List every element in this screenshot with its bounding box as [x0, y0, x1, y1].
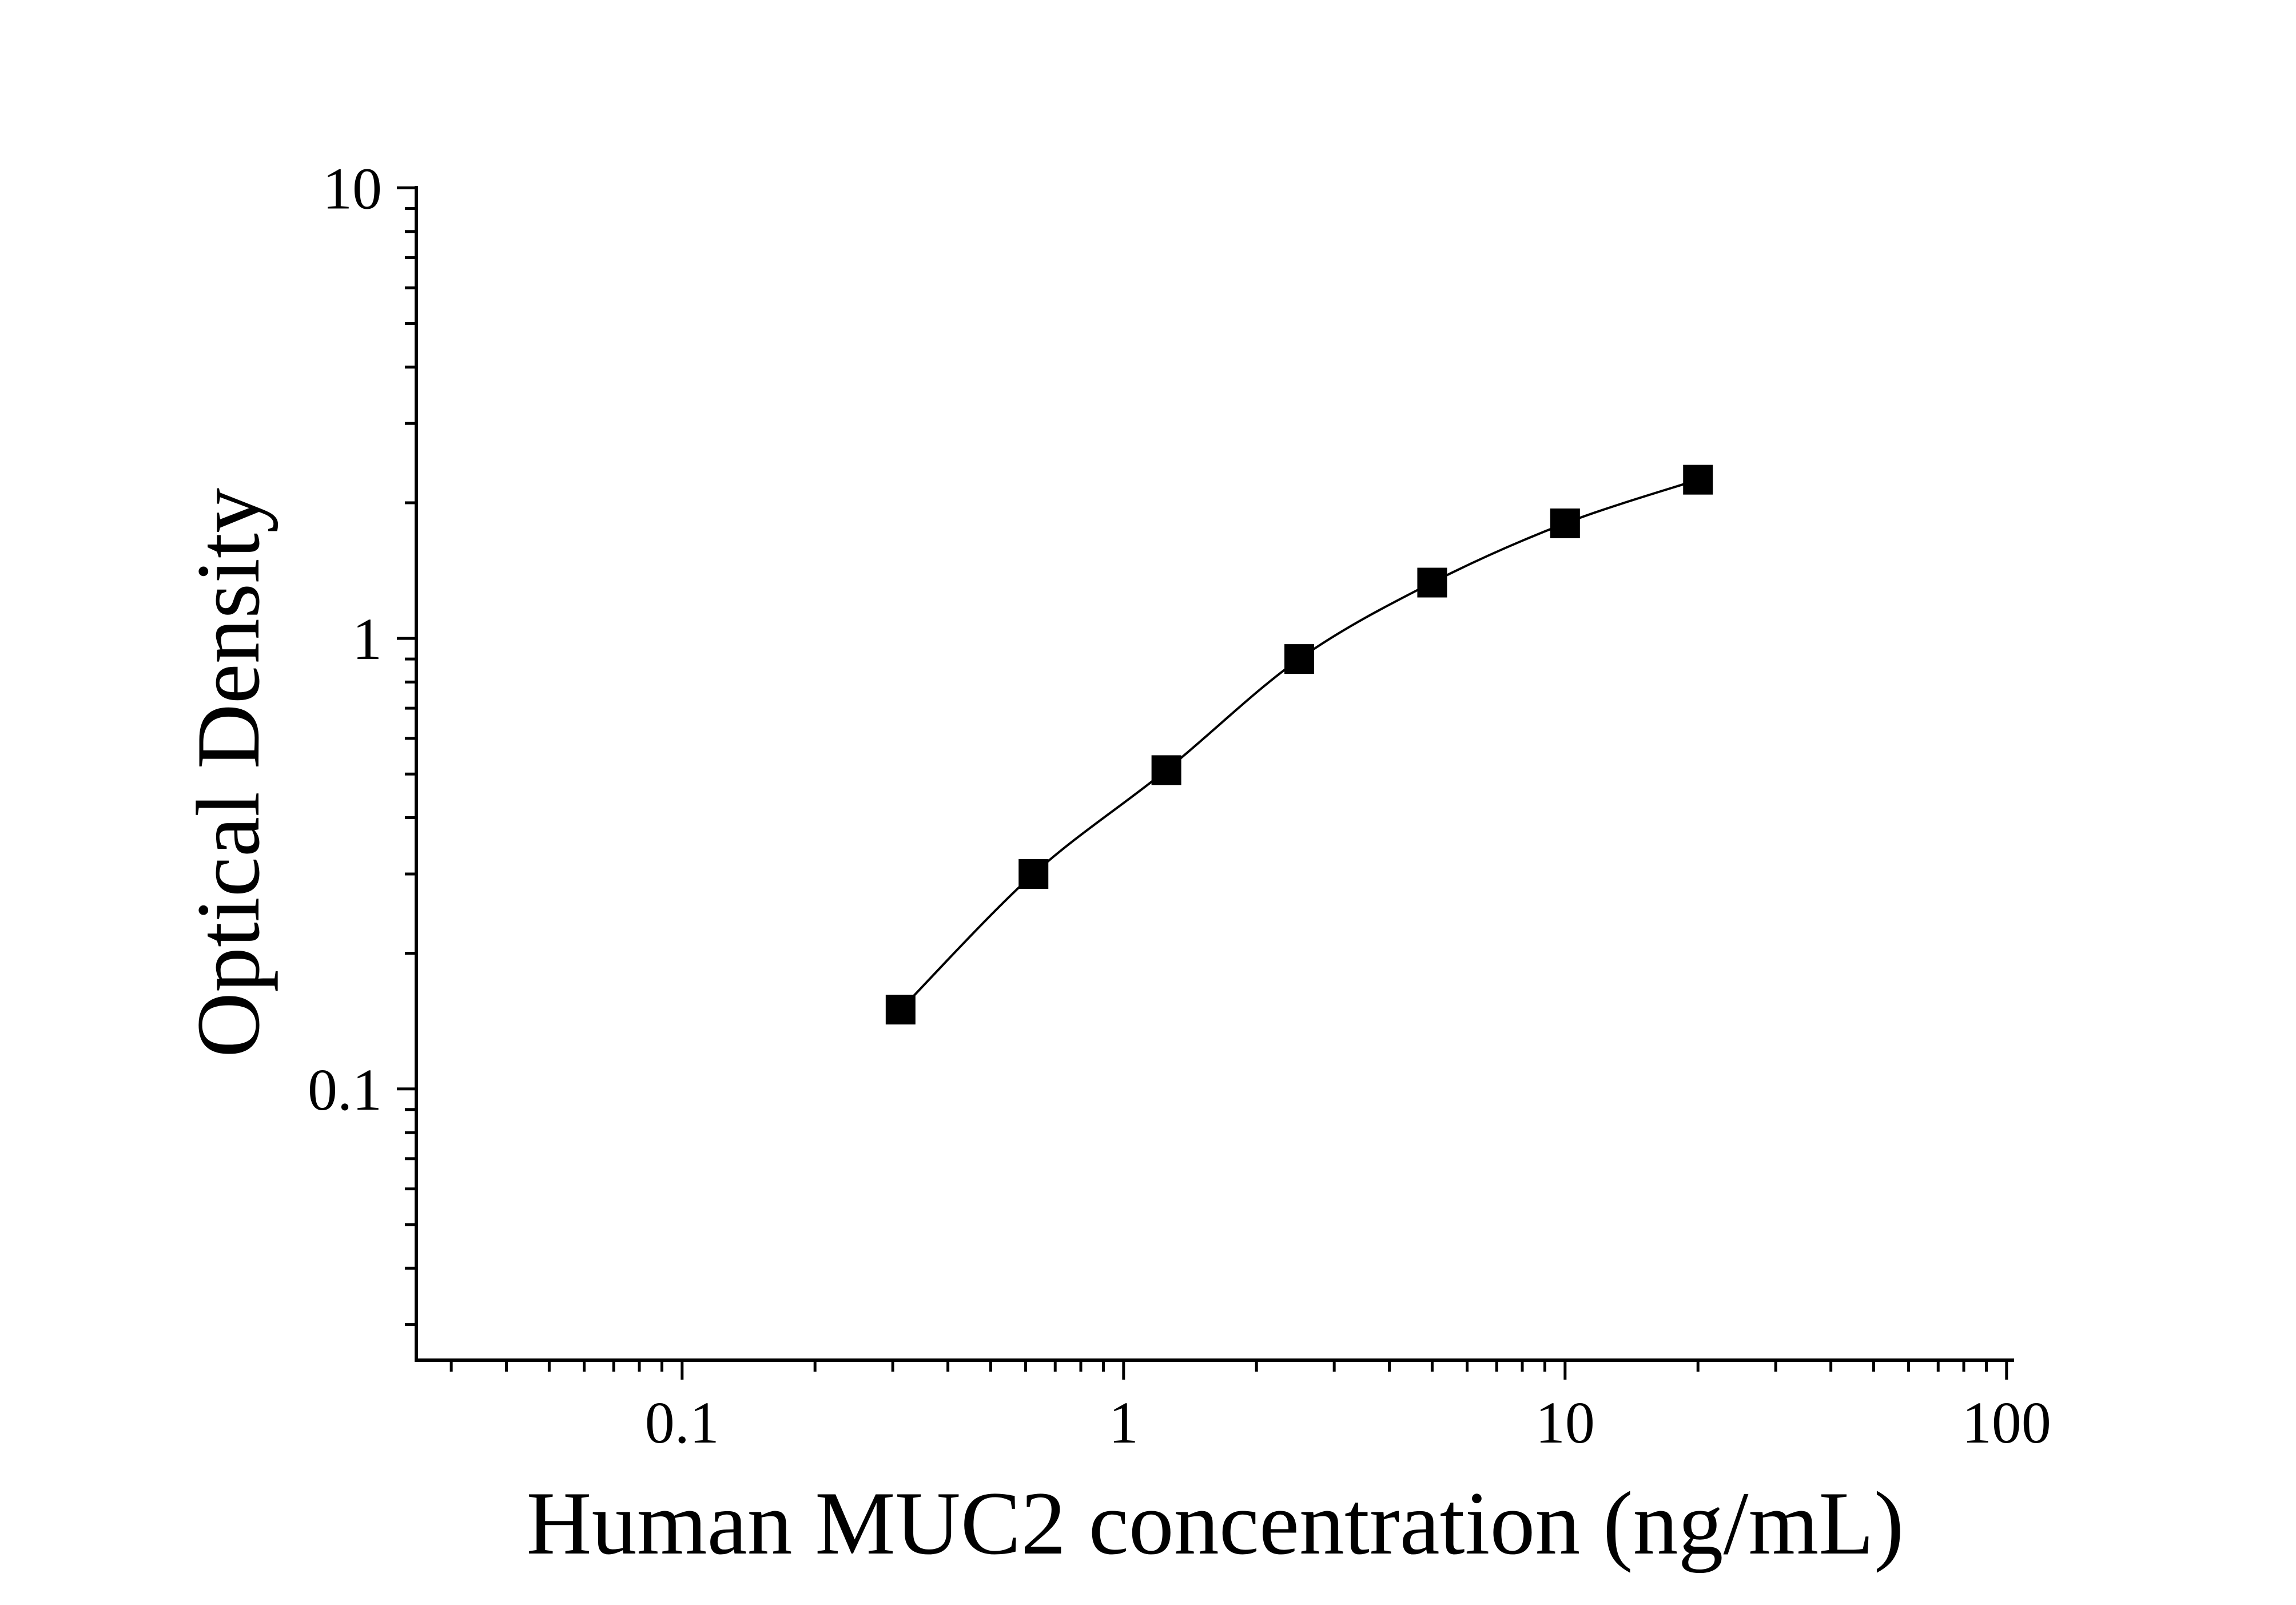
data-point-marker — [1683, 464, 1713, 495]
axis-lines — [415, 186, 2014, 1362]
x-tick-label: 0.1 — [645, 1390, 719, 1456]
data-point-marker — [1550, 508, 1580, 539]
data-point-marker — [1151, 755, 1181, 785]
y-tick-label: 0.1 — [308, 1057, 382, 1123]
x-axis-title: Human MUC2 concentration (ng/mL) — [526, 1473, 1904, 1574]
x-tick-label: 100 — [1962, 1390, 2051, 1456]
x-tick-label: 10 — [1535, 1390, 1595, 1456]
data-point-marker — [885, 995, 916, 1025]
y-tick-label: 10 — [323, 156, 382, 221]
y-tick-label: 1 — [352, 606, 382, 672]
y-axis-title: Optical Density — [178, 487, 278, 1058]
data-point-marker — [1417, 567, 1447, 598]
data-point-marker — [1018, 859, 1049, 889]
standard-curve-line — [900, 478, 1698, 1011]
data-point-marker — [1284, 644, 1315, 674]
x-tick-label: 1 — [1109, 1390, 1139, 1456]
